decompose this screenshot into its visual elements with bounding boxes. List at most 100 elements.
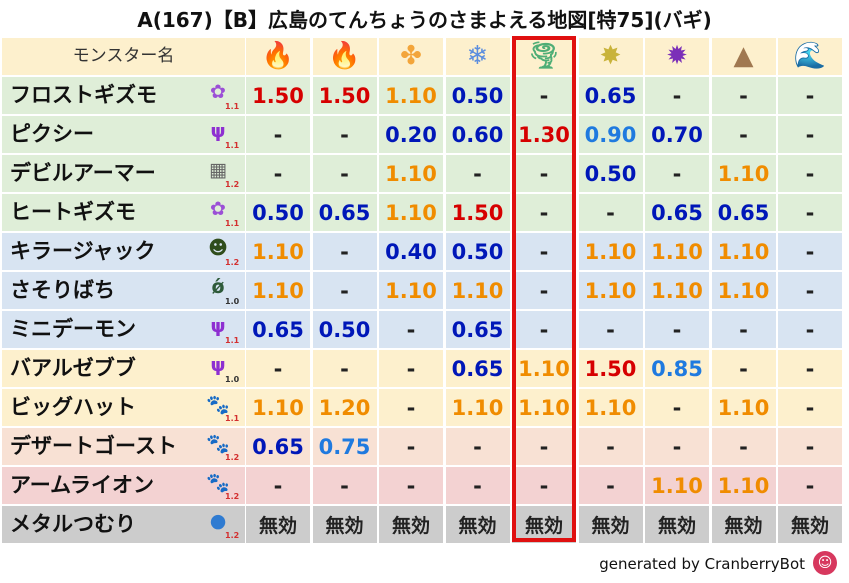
- monster-name-cell: ミニデーモン ψ 1.1: [2, 311, 245, 348]
- footer-credit: generated by CranberryBot: [599, 555, 805, 573]
- table-row: デビルアーマー ▦ 1.2- -1.10- -0.50-1.10-: [2, 154, 846, 193]
- resistance-value-cell: -: [445, 155, 510, 192]
- monster-name: デビルアーマー: [10, 161, 156, 185]
- monster-name: キラージャック: [10, 239, 156, 263]
- paw-icon: 🐾: [206, 393, 230, 416]
- resistance-value-cell: 0.85: [645, 350, 709, 387]
- resistance-value-cell: -: [778, 155, 842, 192]
- resistance-value-cell: 1.10: [578, 272, 643, 309]
- leaf-element-icon: ✤: [400, 41, 422, 71]
- monster-name: デザートゴースト: [10, 434, 177, 458]
- resistance-value-cell: 0.50: [312, 311, 377, 348]
- brick-icon: ▦: [209, 159, 227, 181]
- table-row: バアルゼブブ ψ 1.0- - -0.65 1.10 1.50 0.85- -: [2, 349, 846, 388]
- header-element-cell: 🌪: [512, 38, 576, 75]
- resistance-value-cell: 無効: [578, 506, 643, 543]
- header-monster-cell: モンスター名: [2, 38, 245, 75]
- resistance-value-cell: -: [512, 272, 576, 309]
- monster-name-cell: ピクシー ψ 1.1: [2, 116, 245, 153]
- resistance-value-cell: 1.30: [512, 116, 576, 153]
- resistance-value-cell: 1.10: [379, 272, 443, 309]
- resistance-value-cell: 1.10: [379, 155, 443, 192]
- resistance-value-cell: -: [512, 311, 576, 348]
- monster-name-cell: メタルつむり ● 1.2: [2, 506, 245, 543]
- monster-version: 1.1: [225, 102, 240, 111]
- ice-element-icon: ❄: [466, 41, 489, 71]
- resistance-value-cell: 1.10: [379, 77, 443, 114]
- table-row: アームライオン 🐾 1.2- - - - - -1.10 1.10-: [2, 466, 846, 505]
- resistance-value-cell: -: [778, 428, 842, 465]
- resistance-value-cell: -: [645, 389, 709, 426]
- resistance-value-cell: 1.20: [312, 389, 377, 426]
- resistance-value-cell: -: [778, 467, 842, 504]
- monster-name-cell: バアルゼブブ ψ 1.0: [2, 350, 245, 387]
- resistance-value-cell: -: [578, 467, 643, 504]
- resistance-value-cell: 1.10: [246, 389, 310, 426]
- resistance-value-cell: -: [778, 389, 842, 426]
- resistance-value-cell: 無効: [512, 506, 576, 543]
- slime-icon: ●: [209, 510, 227, 532]
- resistance-value-cell: -: [246, 116, 310, 153]
- resistance-value-cell: -: [711, 116, 776, 153]
- resistance-value-cell: -: [778, 233, 842, 270]
- monster-version: 1.2: [225, 531, 240, 540]
- resistance-value-cell: 無効: [645, 506, 709, 543]
- monster-name-cell: アームライオン 🐾 1.2: [2, 467, 245, 504]
- resistance-value-cell: 無効: [246, 506, 310, 543]
- resistance-value-cell: 0.65: [645, 194, 709, 231]
- resistance-value-cell: 0.70: [645, 116, 709, 153]
- resistance-value-cell: -: [312, 272, 377, 309]
- resistance-value-cell: -: [246, 350, 310, 387]
- monster-name-cell: ビッグハット 🐾 1.1: [2, 389, 245, 426]
- dark-element-icon: ✹: [666, 41, 688, 71]
- paw-icon: 🐾: [206, 432, 230, 455]
- resistance-value-cell: 0.65: [246, 428, 310, 465]
- monster-version: 1.1: [225, 141, 240, 150]
- resistance-value-cell: 0.65: [445, 350, 510, 387]
- resistance-value-cell: 0.20: [379, 116, 443, 153]
- resistance-value-cell: -: [312, 233, 377, 270]
- monster-version: 1.2: [225, 492, 240, 501]
- table-row: さそりばち ǿ 1.0 1.10-1.10 1.10-1.10 1.10 1.10-: [2, 271, 846, 310]
- resistance-value-cell: -: [711, 311, 776, 348]
- resistance-value-cell: -: [645, 77, 709, 114]
- trident-icon: ψ: [210, 120, 226, 142]
- resistance-value-cell: 無効: [312, 506, 377, 543]
- resistance-value-cell: 1.10: [445, 272, 510, 309]
- resistance-value-cell: -: [379, 467, 443, 504]
- resistance-value-cell: -: [512, 194, 576, 231]
- resistance-value-cell: -: [445, 467, 510, 504]
- monster-name-cell: キラージャック ☻ 1.2: [2, 233, 245, 270]
- monster-version: 1.2: [225, 258, 240, 267]
- monster-version: 1.1: [225, 219, 240, 228]
- table-row: ビッグハット 🐾 1.1 1.10 1.20-1.10 1.10 1.10-1.10-: [2, 388, 846, 427]
- resistance-value-cell: 0.90: [578, 116, 643, 153]
- resistance-value-cell: -: [246, 467, 310, 504]
- resistance-value-cell: 1.10: [512, 350, 576, 387]
- resistance-value-cell: 1.10: [711, 272, 776, 309]
- monster-name: メタルつむり: [10, 512, 136, 536]
- resistance-value-cell: -: [379, 428, 443, 465]
- resistance-value-cell: 0.50: [445, 233, 510, 270]
- monster-name-cell: デザートゴースト 🐾 1.2: [2, 428, 245, 465]
- resistance-value-cell: -: [512, 233, 576, 270]
- resistance-value-cell: 1.10: [578, 389, 643, 426]
- resistance-value-cell: 1.10: [246, 233, 310, 270]
- resistance-value-cell: -: [312, 467, 377, 504]
- table-header-row: モンスター名 🔥 🔥 ✤ ❄ 🌪 ✸ ✹ ▲ 🌊: [2, 37, 846, 76]
- monster-name: アームライオン: [10, 473, 155, 497]
- monster-version: 1.1: [225, 336, 240, 345]
- resistance-value-cell: 0.75: [312, 428, 377, 465]
- resistance-value-cell: 1.10: [379, 194, 443, 231]
- monster-name: ビッグハット: [10, 395, 136, 419]
- monster-version: 1.1: [225, 414, 240, 423]
- resistance-value-cell: 0.50: [578, 155, 643, 192]
- monster-name-cell: フロストギズモ ✿ 1.1: [2, 77, 245, 114]
- monster-name: フロストギズモ: [10, 83, 157, 107]
- monster-version: 1.0: [225, 375, 240, 384]
- header-element-cell: 🌊: [778, 38, 842, 75]
- resistance-value-cell: 1.50: [246, 77, 310, 114]
- resistance-value-cell: -: [645, 428, 709, 465]
- resistance-value-cell: 0.65: [246, 311, 310, 348]
- resistance-value-cell: 1.10: [445, 389, 510, 426]
